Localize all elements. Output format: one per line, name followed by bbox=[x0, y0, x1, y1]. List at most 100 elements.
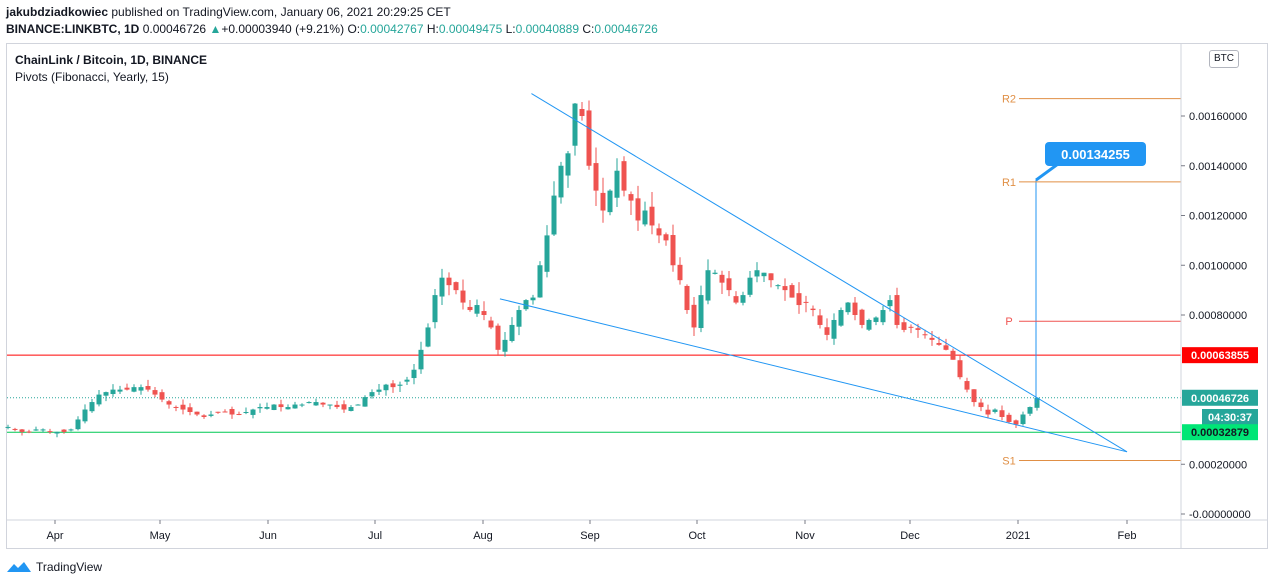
candle-body bbox=[852, 302, 858, 315]
candle-body bbox=[131, 387, 137, 392]
author-name[interactable]: jakubdziadkowiec bbox=[6, 5, 109, 19]
candle-body bbox=[229, 409, 235, 415]
candle-body bbox=[474, 305, 480, 314]
y-tick-label: 0.00080000 bbox=[1189, 310, 1247, 322]
candle-body bbox=[761, 272, 767, 277]
candle-body bbox=[565, 153, 571, 176]
x-tick-label: Dec bbox=[900, 530, 920, 542]
candle-body bbox=[320, 402, 326, 405]
candle-body bbox=[607, 190, 613, 213]
candle-body bbox=[194, 411, 200, 415]
candle-body bbox=[495, 325, 501, 350]
candle-body bbox=[145, 386, 151, 390]
x-tick-label: Sep bbox=[580, 530, 600, 542]
candle-body bbox=[19, 429, 25, 432]
candle-body bbox=[257, 407, 263, 409]
candle-body bbox=[824, 327, 830, 335]
footer-brand[interactable]: TradingView bbox=[6, 560, 102, 574]
high-value: 0.00049475 bbox=[438, 22, 503, 36]
candle-body bbox=[439, 277, 445, 297]
target-callout-box bbox=[1045, 142, 1146, 166]
pivot-label-S1: S1 bbox=[1002, 456, 1015, 468]
candle-body bbox=[404, 379, 410, 382]
candle-body bbox=[936, 342, 942, 345]
candle-body bbox=[943, 345, 949, 350]
candle-body bbox=[1006, 414, 1012, 422]
change-value: +0.00003940 (+9.21%) bbox=[221, 22, 345, 36]
up-arrow-icon: ▲ bbox=[209, 22, 222, 36]
x-tick-label: Jun bbox=[259, 530, 277, 542]
candle-body bbox=[838, 310, 844, 326]
candle-body bbox=[313, 402, 319, 406]
candle-body bbox=[180, 404, 186, 410]
y-tick-label: 0.00100000 bbox=[1189, 260, 1247, 272]
candle-body bbox=[572, 103, 578, 146]
candle-body bbox=[670, 235, 676, 266]
candle-body bbox=[537, 265, 543, 298]
candle-body bbox=[971, 389, 977, 403]
pivot-label-P: P bbox=[1005, 316, 1012, 328]
candle-body bbox=[215, 411, 221, 413]
chart-frame bbox=[6, 43, 1268, 549]
candle-body bbox=[964, 381, 970, 390]
candle-body bbox=[453, 282, 459, 291]
wedge-lower-line bbox=[499, 298, 1128, 453]
candle-body bbox=[1034, 397, 1040, 408]
candle-body bbox=[250, 409, 256, 415]
candle-body bbox=[796, 293, 802, 306]
candle-body bbox=[369, 392, 375, 397]
candle-body bbox=[334, 404, 340, 408]
candle-body bbox=[327, 404, 333, 406]
candle-body bbox=[1013, 420, 1019, 425]
candle-body bbox=[103, 392, 109, 396]
candle-body bbox=[362, 397, 368, 407]
candle-body bbox=[523, 300, 529, 310]
candle-body bbox=[467, 306, 473, 311]
candle-body bbox=[922, 334, 928, 336]
candle-body bbox=[992, 409, 998, 412]
indicator-label[interactable]: Pivots (Fibonacci, Yearly, 15) bbox=[15, 70, 169, 84]
candle-body bbox=[859, 309, 865, 325]
last-price-tag: 0.00046726 bbox=[1191, 393, 1249, 405]
candle-body bbox=[516, 310, 522, 327]
candle-body bbox=[376, 389, 382, 392]
candle-body bbox=[985, 409, 991, 415]
candle-body bbox=[47, 431, 53, 433]
candle-body bbox=[733, 296, 739, 303]
candle-body bbox=[12, 428, 18, 430]
candle-body bbox=[117, 389, 123, 392]
candle-body bbox=[502, 339, 508, 352]
tradingview-logo-icon bbox=[7, 562, 31, 572]
candle-body bbox=[481, 311, 487, 315]
candle-body bbox=[740, 295, 746, 303]
candle-body bbox=[187, 407, 193, 413]
candle-body bbox=[887, 300, 893, 307]
candle-body bbox=[418, 349, 424, 370]
candle-body bbox=[698, 295, 704, 328]
candle-body bbox=[292, 404, 298, 409]
candle-body bbox=[96, 394, 102, 405]
candle-body bbox=[551, 195, 557, 235]
candle-body bbox=[54, 431, 60, 434]
candle-body bbox=[915, 328, 921, 330]
resistance-price-tag: 0.00063855 bbox=[1191, 350, 1249, 362]
candle-body bbox=[383, 384, 389, 391]
x-tick-label: Feb bbox=[1118, 530, 1137, 542]
candle-body bbox=[866, 319, 872, 330]
candle-body bbox=[579, 109, 585, 116]
y-tick-label: 0.00140000 bbox=[1189, 161, 1247, 173]
candle-body bbox=[341, 404, 347, 410]
candle-body bbox=[236, 413, 242, 415]
chart-title[interactable]: ChainLink / Bitcoin, 1D, BINANCE bbox=[15, 53, 208, 67]
candle-body bbox=[817, 315, 823, 325]
candle-body bbox=[432, 295, 438, 323]
candle-body bbox=[425, 327, 431, 347]
candle-body bbox=[89, 402, 95, 412]
candle-body bbox=[544, 235, 550, 272]
low-value: 0.00040889 bbox=[515, 22, 580, 36]
currency-button[interactable]: BTC bbox=[1209, 50, 1239, 68]
publish-line: jakubdziadkowiec published on TradingVie… bbox=[6, 5, 451, 19]
candle-body bbox=[390, 383, 396, 388]
candle-body bbox=[635, 198, 641, 221]
